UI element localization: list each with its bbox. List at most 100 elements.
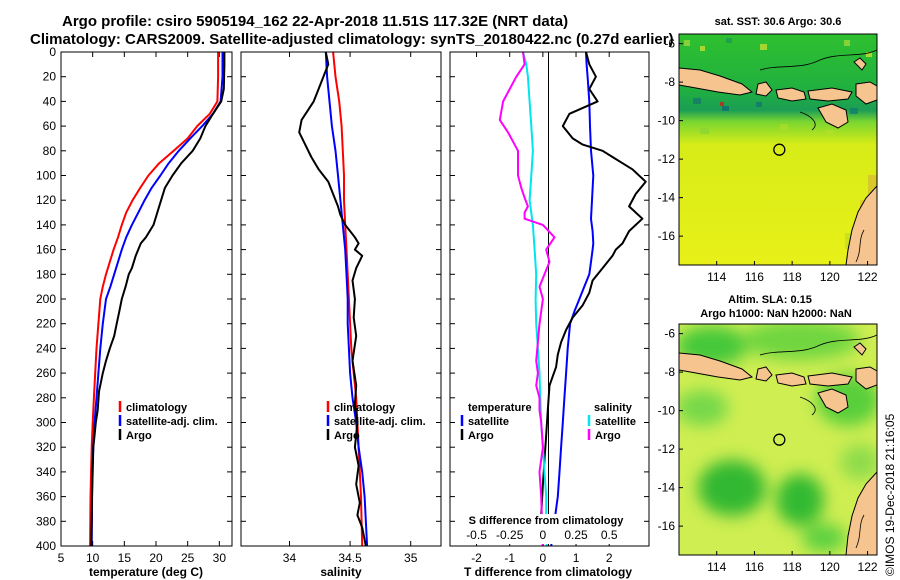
temperature-axis-ticks: 5 10 15 20 25 30	[58, 52, 227, 565]
x-tick-label: -2	[471, 551, 482, 565]
series-line-satellite-adj-clim-	[324, 52, 369, 546]
s-difference-label: S difference from climatology	[469, 515, 625, 527]
lat-tick-label: -12	[658, 152, 676, 166]
sst-map-frame	[678, 33, 878, 266]
series-line-t-satellite	[550, 52, 595, 546]
depth-tick-label: 240	[36, 341, 56, 355]
depth-tick-label: 360	[36, 490, 56, 504]
salinity-axes-frame	[240, 51, 442, 547]
x-tick-label: 35	[404, 551, 418, 565]
s-scale-box	[456, 514, 636, 544]
temperature-legend: climatology satellite-adj. clim. Argo	[118, 401, 218, 442]
lat-tick-label: -8	[664, 365, 675, 379]
legend-label-t-satellite: satellite	[468, 416, 509, 428]
difference-xlabel: T difference from climatology	[464, 565, 632, 579]
sst-contours	[759, 49, 877, 263]
sst-land	[679, 57, 877, 265]
sla-contours	[759, 334, 877, 549]
depth-tick-label: 60	[43, 119, 57, 133]
legend-label-climatology: climatology	[126, 402, 188, 414]
depth-tick-label: 140	[36, 218, 56, 232]
depth-tick-label: 120	[36, 193, 56, 207]
lon-tick-label: 120	[820, 560, 840, 574]
temperature-panel: 0 20 40 60 80 100 120 140 160 180 200 220 240 260 280 3…	[36, 45, 233, 579]
s-tick-label: -0.5	[466, 528, 487, 542]
depth-tick-label: 200	[36, 292, 56, 306]
series-line-argo	[298, 52, 367, 546]
difference-legend: temperature satellite Argo salinity sate…	[460, 402, 636, 442]
x-tick-label: 5	[58, 551, 65, 565]
lon-tick-label: 118	[783, 270, 802, 284]
s-tick-label: -0.25	[496, 528, 524, 542]
legend-label-satellite-adj: satellite-adj. clim.	[126, 416, 218, 428]
sst-field	[679, 34, 877, 265]
depth-tick-label: 280	[36, 391, 56, 405]
series-line-s-satellite	[522, 52, 548, 546]
lon-tick-label: 114	[707, 270, 726, 284]
x-tick-label: 15	[118, 551, 132, 565]
legend-label-s-satellite: satellite	[595, 416, 636, 428]
depth-tick-label: 40	[43, 94, 57, 108]
argo-location-marker	[773, 143, 786, 156]
legend-label-climatology: climatology	[334, 402, 396, 414]
lon-tick-label: 116	[745, 560, 764, 574]
lon-tick-label: 122	[858, 560, 878, 574]
x-tick-label: 34.5	[338, 551, 362, 565]
difference-series	[498, 52, 647, 546]
salinity-axis-ticks: 34 34.5 35	[283, 52, 418, 565]
legend-label-argo: Argo	[126, 430, 152, 442]
depth-tick-label: 380	[36, 514, 56, 528]
depth-tick-label: 80	[43, 144, 57, 158]
lat-tick-label: -6	[664, 37, 675, 51]
imos-timestamp: ©IMOS 19-Dec-2018 21:16:05	[883, 413, 897, 576]
sla-map-title: Altim. SLA: 0.15	[728, 294, 812, 306]
depth-tick-label: 160	[36, 243, 56, 257]
difference-axes-frame	[449, 51, 650, 547]
s-tick-label: 0	[540, 528, 547, 542]
lon-tick-label: 120	[820, 270, 840, 284]
depth-tick-label: 320	[36, 440, 56, 454]
x-tick-label: 2	[606, 551, 613, 565]
depth-axis-ticks: 0 20 40 60 80 100 120 140 160 180 200 220 240 260 280 3…	[36, 45, 232, 553]
lat-tick-label: -14	[658, 481, 676, 495]
sla-map: Altim. SLA: 0.15 Argo h1000: NaN h2000: …	[658, 294, 878, 574]
title-line-2: Climatology: CARS2009. Satellite-adjuste…	[30, 31, 674, 48]
depth-tick-label: 0	[49, 45, 56, 59]
sst-map: sat. SST: 30.6 Argo: 30.6	[658, 16, 878, 284]
s-difference-ticks: -0.5 -0.25 0 0.25 0.5	[466, 528, 618, 542]
x-tick-label: 0	[540, 551, 547, 565]
depth-tick-label: 260	[36, 366, 56, 380]
x-tick-label: 34	[283, 551, 297, 565]
temperature-series	[89, 52, 226, 546]
x-tick-label: 30	[213, 551, 227, 565]
lon-tick-label: 118	[783, 560, 802, 574]
lat-tick-label: -12	[658, 442, 676, 456]
difference-panel: -2 -1 0 1 2 T difference from climatology S …	[449, 51, 650, 579]
depth-tick-label: 340	[36, 465, 56, 479]
lat-tick-label: -14	[658, 191, 676, 205]
argo-location-marker	[773, 433, 786, 446]
legend-label-satellite-adj: satellite-adj. clim.	[334, 416, 426, 428]
series-line-satellite-adj-clim-	[90, 52, 224, 546]
depth-tick-label: 300	[36, 416, 56, 430]
lat-tick-label: -10	[658, 114, 676, 128]
lat-tick-label: -16	[658, 229, 676, 243]
legend-label-t-argo: Argo	[468, 430, 494, 442]
depth-tick-label: 180	[36, 267, 56, 281]
lat-tick-label: -8	[664, 75, 675, 89]
x-tick-label: 20	[149, 551, 163, 565]
x-tick-label: -1	[504, 551, 515, 565]
depth-tick-label: 20	[43, 70, 57, 84]
lat-tick-label: -16	[658, 519, 676, 533]
salinity-panel: 34 34.5 35 salinity climatology satellite-…	[240, 51, 442, 579]
series-line-t-argo	[540, 52, 647, 546]
x-tick-label: 1	[573, 551, 580, 565]
sla-map-ticks: 114 116 118 120 122 -6 -8 -10 -12 -14 -16	[658, 327, 878, 574]
sst-map-title: sat. SST: 30.6 Argo: 30.6	[715, 16, 842, 28]
legend-title-temperature: temperature	[468, 402, 532, 414]
temperature-xlabel: temperature (deg C)	[89, 565, 203, 579]
depth-tick-label: 100	[36, 169, 56, 183]
x-tick-label: 10	[86, 551, 100, 565]
series-line-climatology	[89, 52, 220, 546]
